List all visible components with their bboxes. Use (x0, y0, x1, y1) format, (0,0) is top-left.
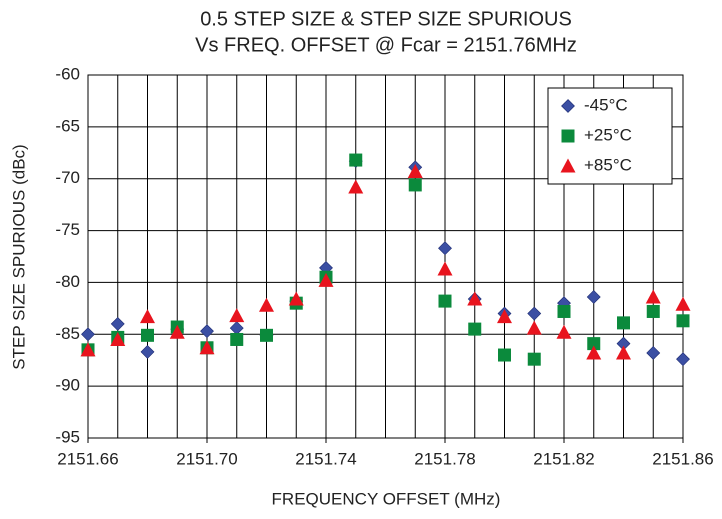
marker (110, 316, 125, 331)
marker (646, 304, 660, 318)
marker (407, 163, 423, 178)
marker (675, 296, 691, 311)
y-tick-label: -80 (55, 272, 80, 291)
marker (199, 340, 215, 355)
marker (527, 352, 541, 366)
marker (497, 309, 512, 324)
marker (169, 324, 185, 339)
marker (438, 294, 452, 308)
x-tick-label: 2151.78 (414, 449, 475, 468)
marker (586, 345, 602, 360)
chart-title: 0.5 STEP SIZE & STEP SIZE SPURIOUS (200, 8, 572, 30)
marker (80, 342, 96, 357)
marker (141, 328, 154, 342)
y-tick-label: -75 (55, 220, 80, 239)
legend-label: -45°C (584, 95, 628, 114)
y-tick-label: -90 (55, 376, 80, 395)
marker (259, 297, 274, 312)
y-tick-label: -65 (55, 116, 80, 135)
marker (260, 328, 273, 342)
marker (676, 314, 690, 328)
marker (230, 332, 244, 346)
marker (140, 309, 155, 324)
marker (468, 322, 482, 336)
x-tick-label: 2151.82 (533, 449, 594, 468)
marker (617, 316, 630, 330)
marker (438, 241, 452, 256)
marker (645, 289, 661, 304)
legend-marker (561, 99, 575, 113)
y-tick-label: -85 (55, 324, 80, 343)
chart-title: Vs FREQ. OFFSET @ Fcar = 2151.76MHz (195, 34, 577, 56)
marker (467, 291, 483, 306)
marker (498, 348, 511, 362)
legend-label: +25°C (584, 125, 632, 144)
y-axis-label: STEP SIZE SPURIOUS (dBc) (9, 144, 28, 369)
marker (229, 308, 245, 323)
marker (586, 290, 601, 304)
marker (110, 331, 126, 346)
marker (318, 272, 334, 287)
marker (646, 346, 661, 360)
marker (288, 291, 304, 306)
marker (676, 352, 690, 367)
x-tick-label: 2151.74 (295, 449, 356, 468)
y-tick-label: -70 (55, 168, 80, 187)
y-tick-label: -60 (55, 64, 80, 83)
y-tick-label: -95 (55, 427, 80, 446)
x-axis-label: FREQUENCY OFFSET (MHz) (272, 489, 501, 508)
legend-marker (560, 158, 576, 173)
marker (437, 261, 453, 276)
marker (81, 327, 95, 342)
marker (587, 337, 601, 351)
marker (557, 304, 571, 318)
marker (527, 306, 542, 321)
marker (556, 324, 572, 339)
x-tick-label: 2151.66 (57, 449, 118, 468)
legend-marker (561, 129, 575, 143)
marker (616, 345, 631, 360)
marker (408, 178, 422, 192)
legend-label: +85°C (584, 155, 632, 174)
marker (200, 324, 214, 339)
x-tick-label: 2151.86 (652, 449, 713, 468)
marker (526, 320, 542, 335)
marker (349, 153, 363, 167)
marker (348, 179, 364, 194)
x-tick-label: 2151.70 (176, 449, 237, 468)
marker (140, 344, 155, 359)
